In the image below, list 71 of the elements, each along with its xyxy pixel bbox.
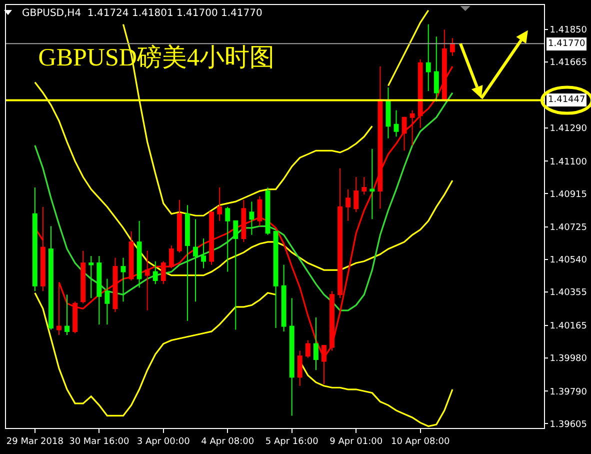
y-tick-label: 1.39605: [550, 420, 588, 430]
candlestick: [402, 116, 407, 152]
y-tick-label: 1.40540: [550, 256, 588, 266]
x-tick-label: 10 Apr 08:00: [390, 436, 450, 447]
candlestick: [217, 187, 222, 222]
candlestick: [96, 255, 102, 325]
candlestick: [152, 260, 158, 285]
x-tick-label: 5 Apr 16:00: [265, 436, 319, 447]
chart-subtitle: GBPUSD,H4 1.41724 1.41801 1.41700 1.41770: [22, 8, 262, 19]
candlestick: [434, 36, 439, 102]
candlestick: [40, 206, 46, 292]
candlestick: [32, 187, 38, 292]
ref-line-label: 1.41447: [548, 95, 586, 105]
candlestick: [289, 298, 294, 416]
candlestick: [80, 250, 86, 304]
x-tick-label: 9 Apr 01:00: [330, 436, 383, 447]
candlestick: [193, 218, 198, 302]
candlestick: [233, 220, 238, 330]
ref-line-label: 1.41770: [548, 39, 586, 49]
candlestick: [64, 294, 70, 336]
candlestick: [426, 24, 431, 92]
candlestick: [249, 201, 254, 236]
candlestick: [185, 204, 190, 322]
x-tick-label: 4 Apr 08:00: [201, 436, 254, 447]
x-tick-label: 3 Apr 00:00: [136, 436, 190, 447]
candlestick: [370, 148, 375, 220]
candlestick: [257, 196, 262, 227]
candlestick: [144, 250, 150, 311]
candlestick: [201, 238, 206, 269]
y-tick-label: 1.41100: [550, 157, 588, 168]
candlestick: [338, 168, 343, 299]
candlestick: [330, 290, 334, 352]
candlestick: [241, 199, 246, 242]
candlestick: [72, 301, 78, 334]
candlestick: [394, 110, 399, 138]
y-tick-label: 1.41290: [550, 124, 588, 134]
y-tick-label: 1.41850: [550, 26, 588, 36]
candlestick: [386, 86, 391, 139]
candlestick: [104, 278, 110, 325]
x-tick-label: 30 Mar 16:00: [69, 436, 130, 447]
candlestick: [88, 255, 94, 299]
candlestick: [48, 226, 54, 330]
y-tick-label: 1.40355: [550, 288, 588, 298]
candlestick: [160, 260, 166, 285]
candlestick: [225, 206, 230, 272]
candlestick: [120, 257, 126, 302]
candlestick: [281, 264, 286, 332]
y-tick-label: 1.39980: [550, 354, 588, 364]
candlestick: [297, 350, 302, 386]
candlestick: [209, 212, 214, 266]
candlestick: [362, 176, 367, 196]
candlestick: [313, 316, 318, 371]
candlestick: [450, 38, 455, 56]
y-tick-label: 1.40915: [550, 190, 588, 200]
candlestick: [176, 199, 182, 253]
candlestick: [168, 244, 174, 269]
candlestick: [265, 187, 270, 236]
y-tick-label: 1.39790: [550, 387, 588, 398]
candlestick: [410, 110, 415, 146]
candlestick: [273, 230, 278, 328]
line-series: [34, 92, 454, 312]
candlestick: [305, 340, 310, 358]
y-tick-label: 1.40165: [550, 321, 588, 332]
candlestick: [346, 188, 351, 222]
candlestick: [354, 176, 359, 213]
y-tick-label: 1.41665: [550, 58, 588, 68]
y-tick-label: 1.40725: [550, 223, 588, 234]
candlestick: [136, 220, 142, 288]
candlestick: [112, 257, 118, 313]
candlestick: [128, 230, 134, 282]
x-tick-label: 29 Mar 2018: [6, 436, 64, 447]
